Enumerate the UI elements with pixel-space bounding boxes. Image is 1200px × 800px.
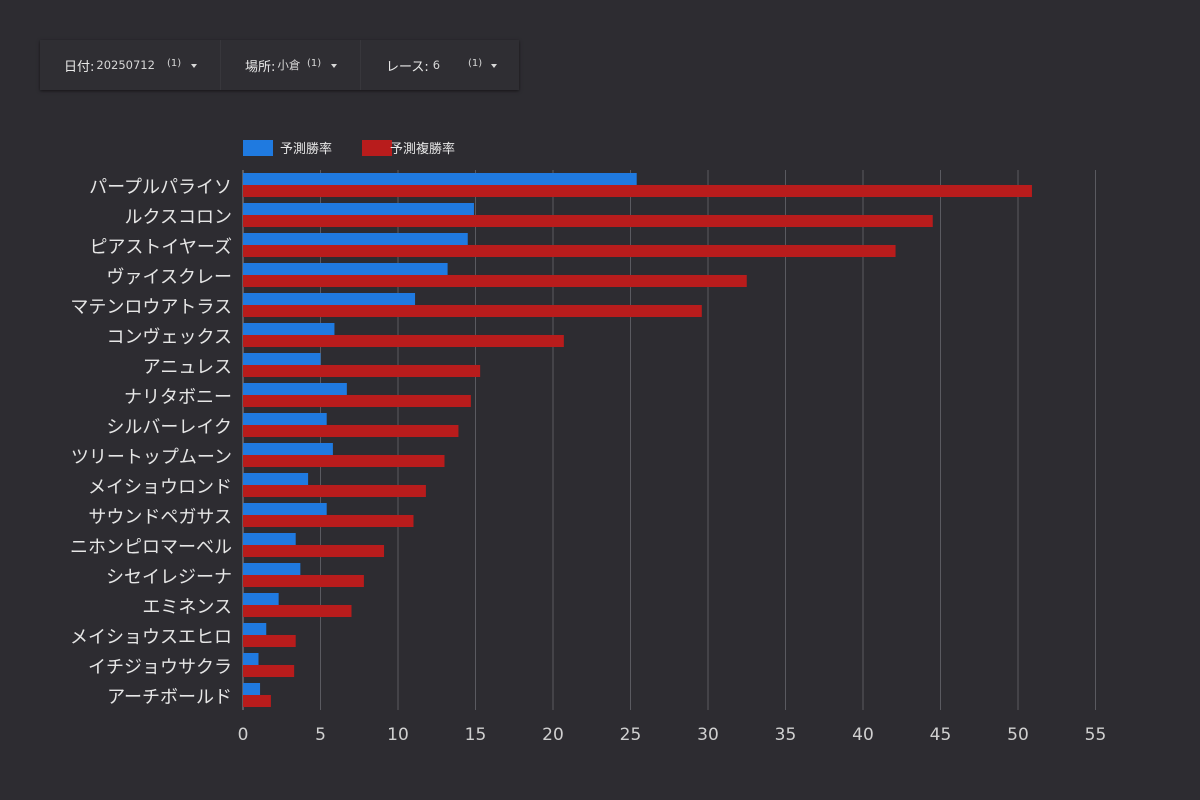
category-label: シセイレジーナ <box>106 567 232 588</box>
bar-series1 <box>243 203 474 215</box>
x-tick-label: 15 <box>465 725 487 745</box>
venue-filter[interactable]: 場所: 小倉 (1) <box>221 40 361 90</box>
bar-series1 <box>243 623 267 635</box>
bar-series2 <box>243 275 747 287</box>
bar-series1 <box>243 323 335 335</box>
x-tick-label: 45 <box>930 725 952 745</box>
venue-filter-count: (1) <box>307 58 322 69</box>
category-label: サウンドペガサス <box>88 507 232 528</box>
category-label: ピアストイヤーズ <box>89 237 232 258</box>
bar-series2 <box>243 575 364 587</box>
filter-bar: 日付: 20250712 (1) 場所: 小倉 (1) レース: 6 (1) <box>40 40 519 90</box>
chevron-down-icon <box>491 64 497 68</box>
bar-series2 <box>243 185 1032 197</box>
bar-series2 <box>243 305 702 317</box>
category-label: エミネンス <box>142 597 232 618</box>
category-label: ナリタボニー <box>124 387 232 408</box>
race-filter-value: 6 <box>432 58 441 72</box>
race-filter[interactable]: レース: 6 (1) <box>361 40 519 90</box>
bar-series1 <box>243 533 296 545</box>
venue-filter-label: 場所: <box>245 59 276 75</box>
bar-series2 <box>243 455 445 467</box>
category-label: ルクスコロン <box>125 207 232 228</box>
category-label: マテンロウアトラス <box>70 297 232 318</box>
bar-series1 <box>243 563 301 575</box>
bar-series2 <box>243 665 295 677</box>
bar-series2 <box>243 515 414 527</box>
date-filter-count: (1) <box>167 58 182 69</box>
bar-series1 <box>243 413 327 425</box>
x-tick-label: 40 <box>852 725 874 745</box>
bar-series2 <box>243 635 296 647</box>
bar-series1 <box>243 503 327 515</box>
category-label: コンヴェックス <box>107 327 232 348</box>
bar-series1 <box>243 443 333 455</box>
category-label: シルバーレイク <box>106 417 232 438</box>
x-tick-label: 0 <box>238 725 249 745</box>
x-tick-label: 55 <box>1085 725 1107 745</box>
bar-series2 <box>243 425 459 437</box>
bar-series2 <box>243 215 933 227</box>
bar-series1 <box>243 173 637 185</box>
category-label: ニホンピロマーベル <box>70 537 232 558</box>
x-tick-label: 5 <box>315 725 326 745</box>
bar-series1 <box>243 683 261 695</box>
x-tick-label: 20 <box>542 725 564 745</box>
bar-series1 <box>243 383 347 395</box>
bar-series1 <box>243 233 468 245</box>
x-tick-label: 50 <box>1007 725 1029 745</box>
date-filter[interactable]: 日付: 20250712 (1) <box>40 40 221 90</box>
bar-series2 <box>243 545 385 557</box>
bar-series2 <box>243 395 471 407</box>
venue-filter-value: 小倉 <box>277 58 301 72</box>
x-tick-label: 30 <box>697 725 719 745</box>
race-filter-label: レース: <box>386 59 429 75</box>
bar-series1 <box>243 593 279 605</box>
bar-series2 <box>243 365 481 377</box>
date-filter-label: 日付: <box>64 59 95 75</box>
bar-series1 <box>243 263 448 275</box>
bar-series1 <box>243 293 416 305</box>
bar-series2 <box>243 695 271 707</box>
legend-label-2: 予測複勝率 <box>390 141 455 157</box>
x-tick-label: 35 <box>775 725 797 745</box>
bar-series2 <box>243 245 896 257</box>
category-label: イチジョウサクラ <box>88 657 232 678</box>
category-label: アニュレス <box>143 357 232 378</box>
bar-series2 <box>243 605 352 617</box>
bar-series1 <box>243 653 259 665</box>
legend-swatch-1 <box>243 140 273 156</box>
chevron-down-icon <box>191 64 197 68</box>
bar-series1 <box>243 473 309 485</box>
category-label: アーチボールド <box>107 687 232 708</box>
bar-series2 <box>243 485 426 497</box>
x-tick-label: 25 <box>620 725 642 745</box>
x-tick-label: 10 <box>387 725 409 745</box>
category-label: ツリートップムーン <box>71 447 232 468</box>
bar-series2 <box>243 335 564 347</box>
category-label: パープルパライソ <box>89 177 232 198</box>
legend-swatch-2 <box>362 140 392 156</box>
chevron-down-icon <box>331 64 337 68</box>
race-filter-count: (1) <box>468 58 483 69</box>
category-label: メイショウスエヒロ <box>70 627 232 648</box>
category-label: メイショウロンド <box>88 477 232 498</box>
category-label: ヴァイスクレー <box>107 267 232 288</box>
date-filter-value: 20250712 <box>96 58 155 72</box>
bar-series1 <box>243 353 321 365</box>
legend-label-1: 予測勝率 <box>280 141 332 157</box>
